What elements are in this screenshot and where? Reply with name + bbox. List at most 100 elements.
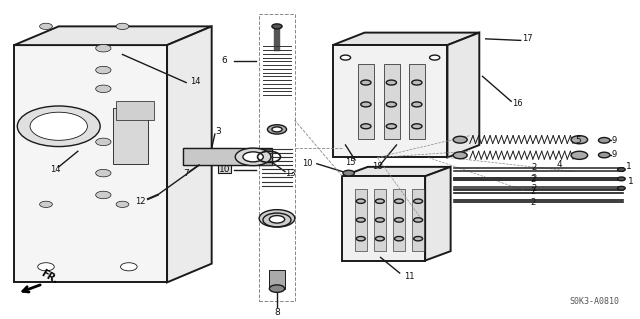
Text: 15: 15: [346, 158, 356, 167]
Circle shape: [96, 169, 111, 177]
Bar: [342, 176, 425, 261]
Circle shape: [340, 55, 351, 60]
Text: 4: 4: [556, 160, 562, 169]
Circle shape: [269, 285, 285, 293]
Circle shape: [618, 177, 625, 181]
Circle shape: [413, 236, 422, 241]
Text: 2: 2: [531, 184, 537, 193]
Circle shape: [243, 152, 263, 162]
Circle shape: [40, 23, 52, 29]
Circle shape: [269, 216, 285, 223]
Text: 13: 13: [285, 169, 296, 178]
Text: 6: 6: [221, 56, 227, 65]
Circle shape: [268, 125, 287, 134]
Circle shape: [40, 201, 52, 207]
Circle shape: [376, 199, 385, 204]
Text: 2: 2: [531, 163, 537, 172]
Bar: [409, 64, 425, 139]
Text: 7: 7: [183, 169, 189, 178]
Circle shape: [30, 112, 88, 140]
Text: 1: 1: [625, 162, 631, 171]
Bar: [14, 45, 167, 282]
Circle shape: [96, 66, 111, 74]
Circle shape: [412, 124, 422, 129]
Text: 3: 3: [215, 127, 221, 137]
Circle shape: [429, 55, 440, 60]
Circle shape: [413, 199, 422, 204]
Circle shape: [96, 138, 111, 146]
Circle shape: [263, 213, 291, 227]
Circle shape: [571, 151, 588, 160]
Circle shape: [361, 102, 371, 107]
Circle shape: [453, 152, 467, 159]
Bar: [412, 189, 424, 251]
Circle shape: [259, 210, 295, 227]
Circle shape: [236, 148, 271, 166]
Circle shape: [387, 80, 396, 85]
Bar: [116, 101, 154, 120]
Text: 14: 14: [191, 77, 201, 85]
Text: 8: 8: [274, 308, 280, 317]
Bar: [394, 189, 404, 251]
Circle shape: [116, 23, 129, 29]
Bar: [275, 26, 280, 51]
Circle shape: [272, 24, 282, 29]
Circle shape: [272, 127, 282, 132]
Bar: [358, 64, 374, 139]
Circle shape: [356, 236, 365, 241]
Text: 2: 2: [531, 187, 536, 196]
Text: 9: 9: [612, 136, 617, 145]
Text: 16: 16: [512, 99, 523, 108]
Circle shape: [598, 152, 610, 158]
Text: S0K3-A0810: S0K3-A0810: [570, 297, 620, 306]
Circle shape: [453, 136, 467, 143]
Circle shape: [343, 170, 355, 176]
Bar: [333, 45, 447, 158]
Text: 17: 17: [522, 34, 532, 43]
Circle shape: [618, 186, 625, 190]
Circle shape: [96, 85, 111, 93]
Circle shape: [571, 136, 588, 144]
Bar: [269, 270, 285, 289]
Polygon shape: [167, 26, 212, 282]
Circle shape: [116, 201, 129, 207]
Circle shape: [361, 124, 371, 129]
Text: 2: 2: [531, 174, 537, 183]
Circle shape: [387, 102, 396, 107]
Circle shape: [412, 102, 422, 107]
Text: 14: 14: [51, 165, 61, 174]
Circle shape: [394, 236, 403, 241]
Circle shape: [120, 263, 137, 271]
Circle shape: [361, 80, 371, 85]
Circle shape: [376, 218, 385, 222]
Text: 10: 10: [302, 159, 312, 168]
Bar: [374, 189, 386, 251]
Polygon shape: [14, 26, 212, 45]
Circle shape: [376, 236, 385, 241]
Circle shape: [96, 191, 111, 199]
Bar: [355, 189, 367, 251]
Text: 2: 2: [531, 198, 536, 207]
Bar: [384, 64, 399, 139]
Polygon shape: [425, 167, 451, 261]
Text: FR.: FR.: [40, 268, 60, 286]
Bar: [113, 108, 148, 164]
Circle shape: [356, 199, 365, 204]
Circle shape: [96, 44, 111, 52]
Text: 9: 9: [612, 151, 617, 160]
Polygon shape: [447, 33, 479, 158]
Polygon shape: [333, 33, 479, 45]
Text: 2: 2: [531, 175, 536, 184]
Text: 1: 1: [628, 177, 634, 186]
Text: 5: 5: [575, 137, 581, 145]
Circle shape: [598, 137, 610, 143]
Circle shape: [394, 218, 403, 222]
Circle shape: [38, 263, 54, 271]
Text: 11: 11: [404, 272, 415, 281]
Circle shape: [17, 106, 100, 146]
Circle shape: [394, 199, 403, 204]
Text: 18: 18: [372, 162, 383, 171]
Text: 10: 10: [219, 166, 230, 174]
Circle shape: [412, 80, 422, 85]
Circle shape: [387, 124, 396, 129]
